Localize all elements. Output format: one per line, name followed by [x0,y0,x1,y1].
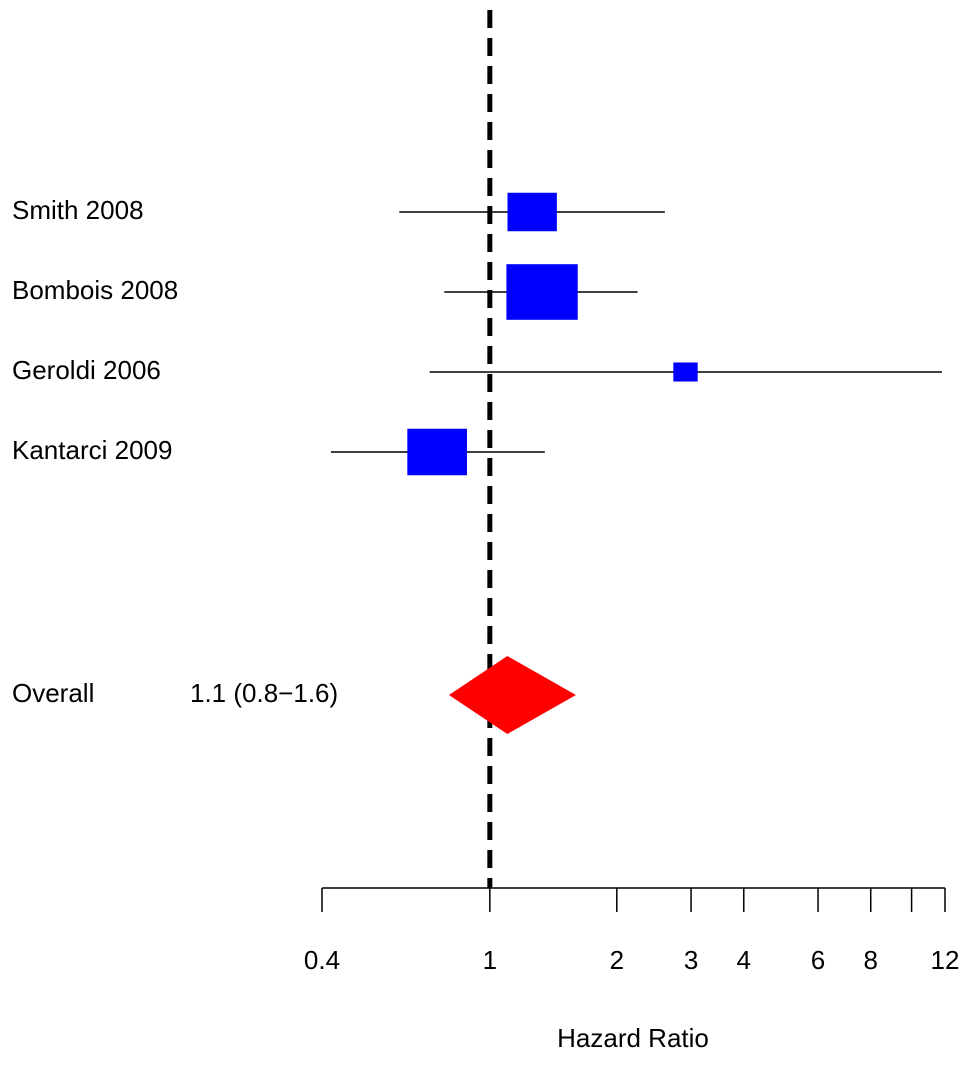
study-estimate [507,192,557,232]
x-tick-label: 12 [931,945,960,975]
x-tick-label: 1 [483,945,497,975]
study-estimate [506,264,578,320]
x-tick-label: 6 [811,945,825,975]
overall-name: Overall [12,678,94,708]
study-label: Geroldi 2006 [12,355,161,385]
x-axis-label: Hazard Ratio [557,1023,709,1053]
study-label: Bombois 2008 [12,275,178,305]
overall-label: 1.1 (0.8−1.6) [190,678,338,708]
x-tick-label: 2 [610,945,624,975]
x-tick-label: 3 [684,945,698,975]
x-tick-label: 0.4 [304,945,340,975]
x-tick-label: 4 [737,945,751,975]
study-label: Kantarci 2009 [12,435,172,465]
overall-estimate [448,656,576,734]
study-estimate [673,362,698,382]
x-tick-label: 8 [863,945,877,975]
study-estimate [407,428,467,476]
study-label: Smith 2008 [12,195,144,225]
